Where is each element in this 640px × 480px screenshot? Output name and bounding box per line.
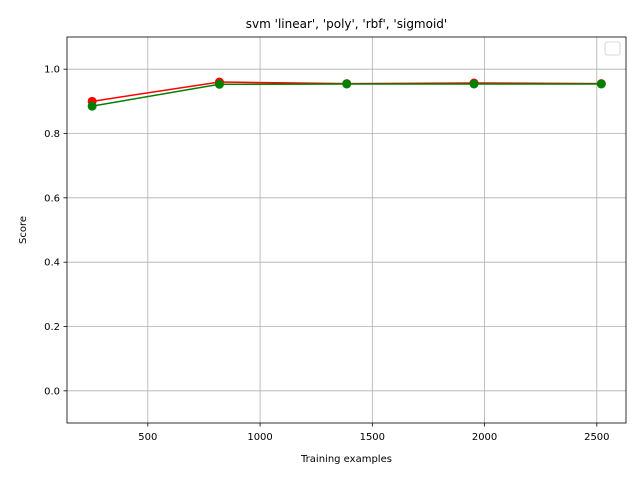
plot-frame bbox=[66, 36, 627, 424]
x-tick-label: 1000 bbox=[247, 432, 272, 443]
y-tick-label: 1.0 bbox=[44, 65, 60, 76]
y-tick-label: 0.4 bbox=[44, 258, 60, 269]
data-point bbox=[342, 79, 352, 89]
x-axis-label: Training examples bbox=[300, 454, 392, 465]
y-axis-label: Score bbox=[18, 216, 29, 244]
x-tick-label: 500 bbox=[138, 432, 157, 443]
data-point bbox=[214, 79, 224, 89]
data-point bbox=[87, 101, 97, 111]
x-axis: 500 1000 1500 2000 2500 bbox=[138, 423, 610, 443]
y-tick-label: 0.0 bbox=[44, 386, 60, 397]
y-tick-label: 0.2 bbox=[44, 322, 60, 333]
y-tick-label: 0.8 bbox=[44, 129, 60, 140]
series-1 bbox=[87, 79, 606, 111]
legend-box bbox=[604, 41, 621, 56]
series-group bbox=[87, 77, 606, 111]
plot-area bbox=[67, 37, 626, 423]
chart-title: svm 'linear', 'poly', 'rbf', 'sigmoid' bbox=[246, 17, 447, 31]
x-tick-label: 2000 bbox=[472, 432, 497, 443]
x-tick-label: 1500 bbox=[360, 432, 385, 443]
y-tick-label: 0.6 bbox=[44, 193, 60, 204]
data-point bbox=[596, 79, 606, 89]
data-point bbox=[469, 79, 479, 89]
x-tick-label: 2500 bbox=[584, 432, 609, 443]
grid bbox=[67, 37, 626, 423]
y-axis: 0.0 0.2 0.4 0.6 0.8 1.0 bbox=[44, 65, 67, 397]
